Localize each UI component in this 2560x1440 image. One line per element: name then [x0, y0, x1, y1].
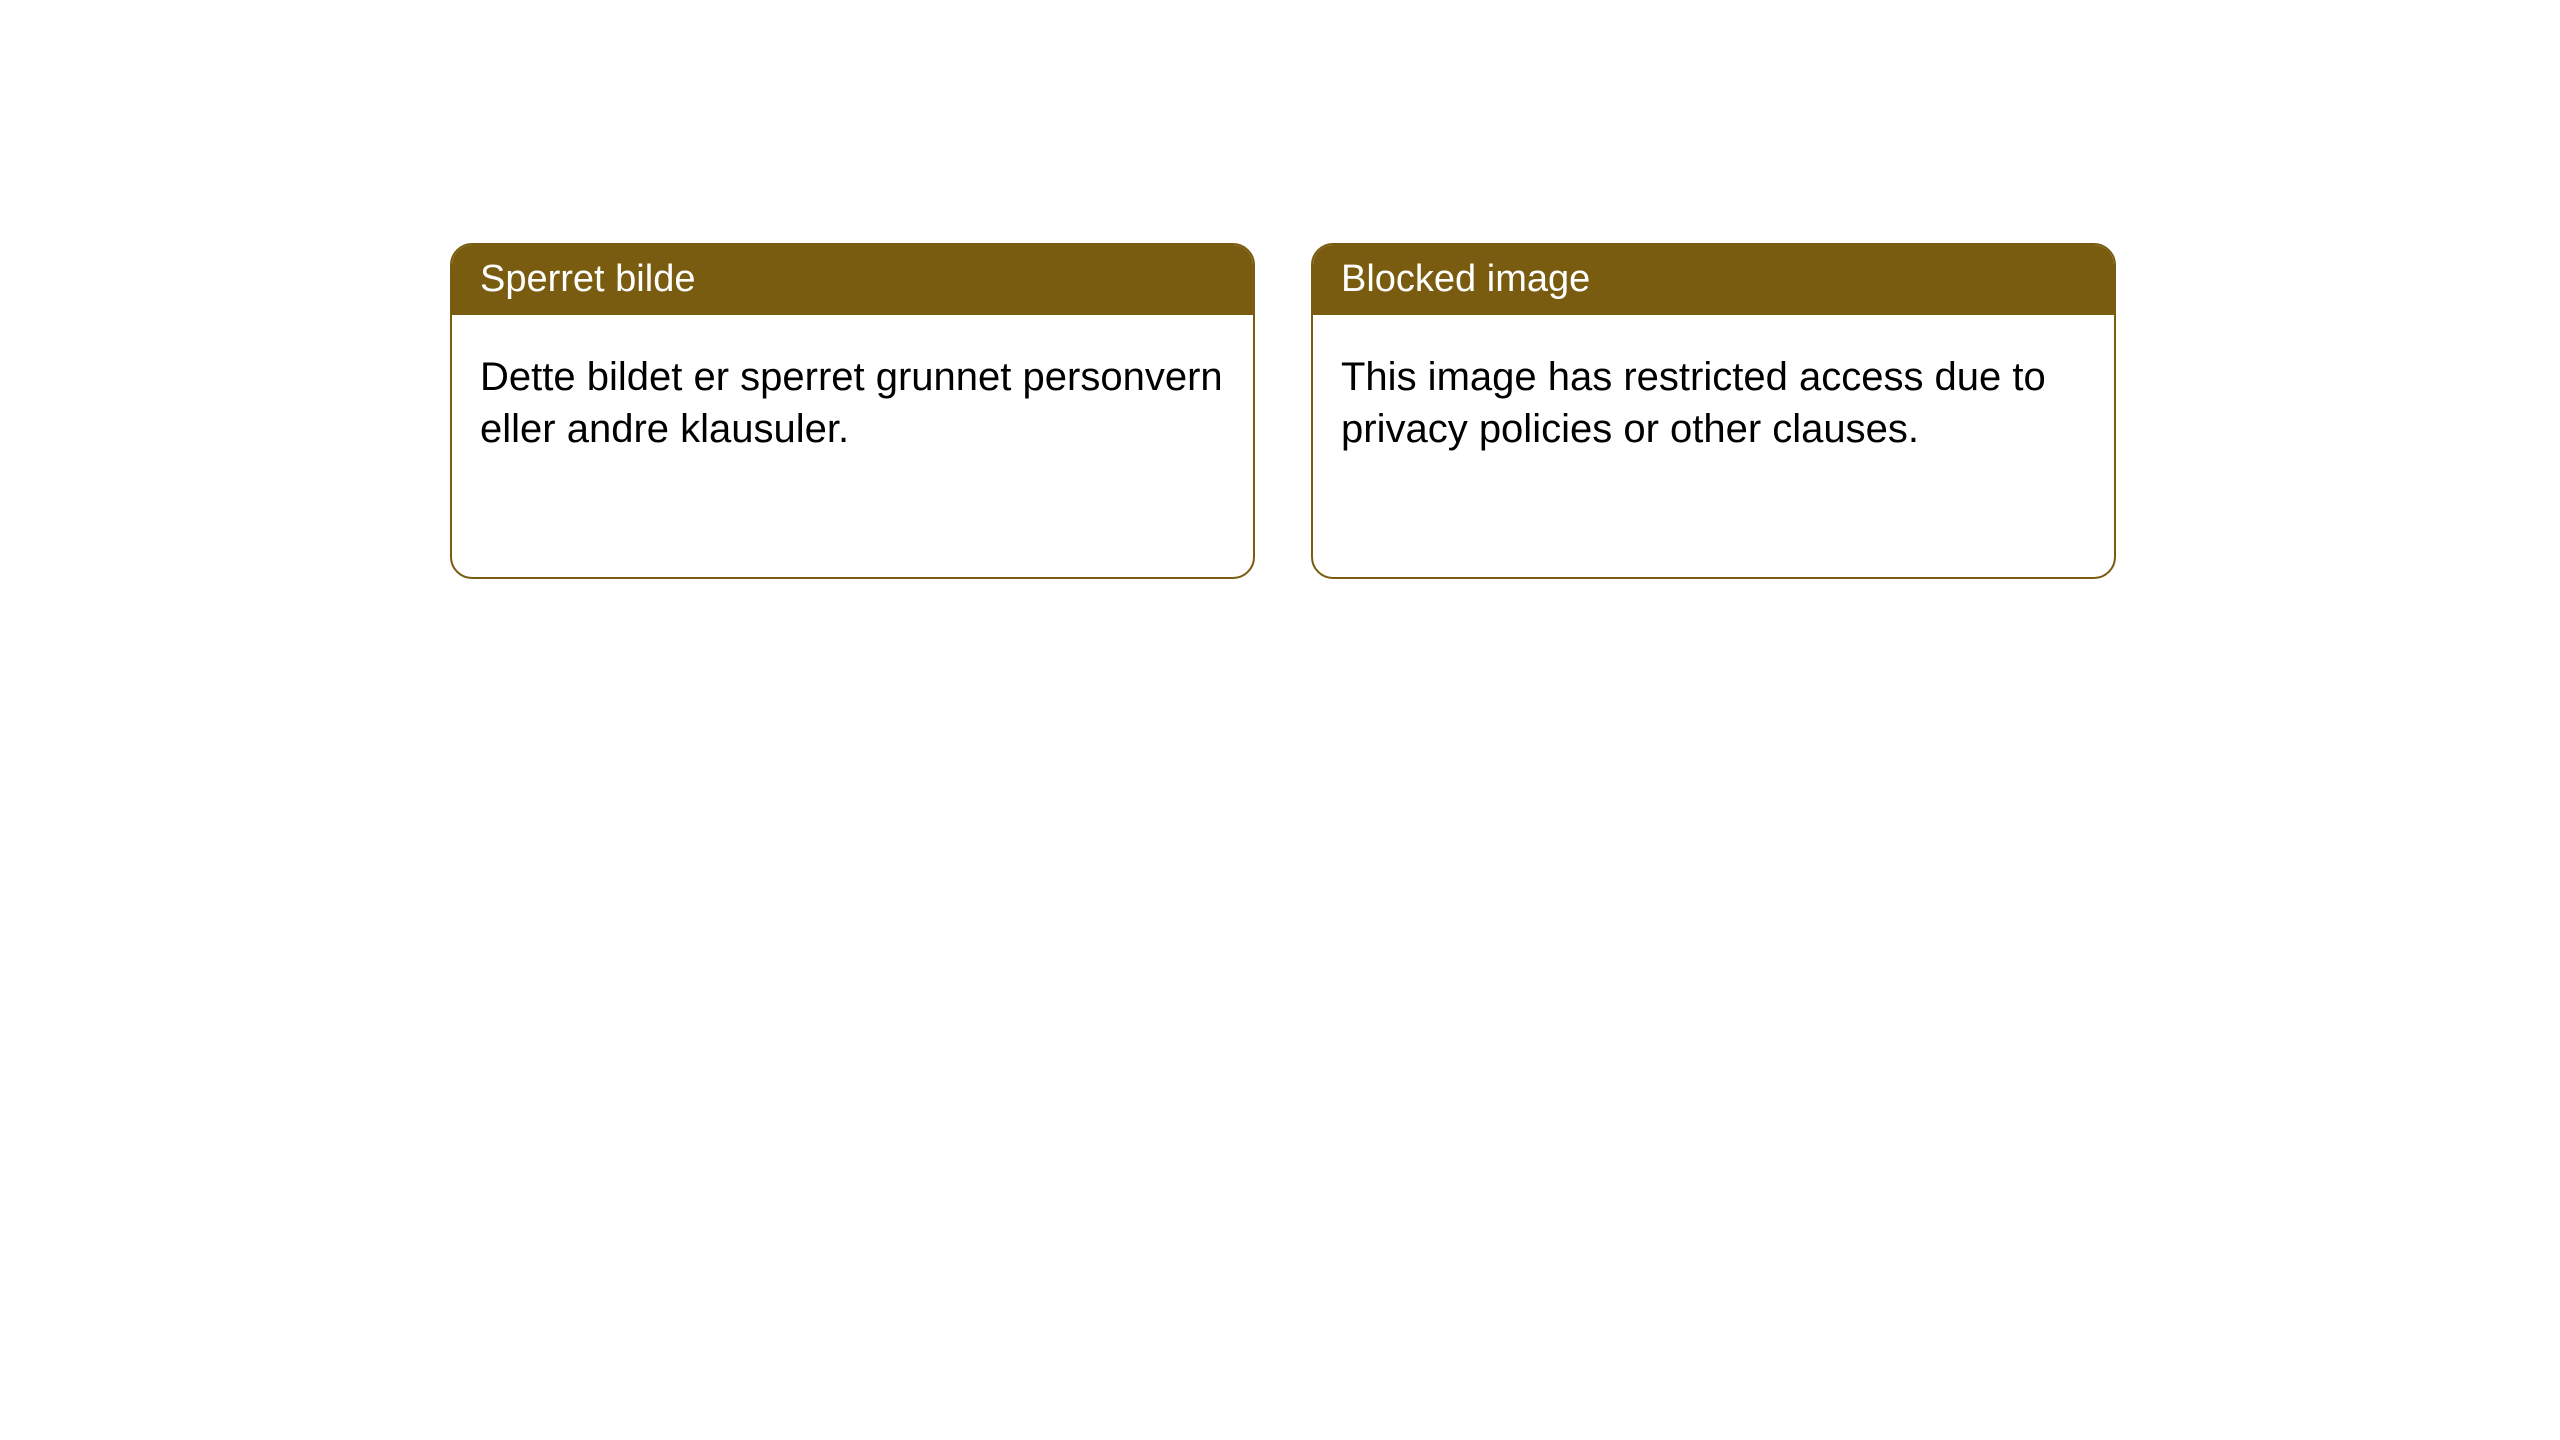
notice-card-body: Dette bildet er sperret grunnet personve… — [452, 315, 1253, 491]
notice-card-english: Blocked image This image has restricted … — [1311, 243, 2116, 579]
notice-cards-container: Sperret bilde Dette bildet er sperret gr… — [450, 243, 2116, 579]
notice-card-body: This image has restricted access due to … — [1313, 315, 2114, 491]
notice-card-title: Blocked image — [1313, 245, 2114, 315]
notice-card-title: Sperret bilde — [452, 245, 1253, 315]
notice-card-norwegian: Sperret bilde Dette bildet er sperret gr… — [450, 243, 1255, 579]
